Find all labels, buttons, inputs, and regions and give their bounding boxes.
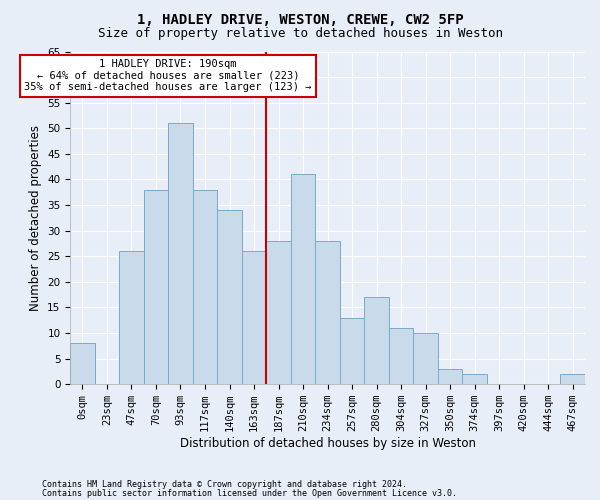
Bar — [364, 297, 389, 384]
Bar — [217, 210, 242, 384]
Bar — [463, 374, 487, 384]
Text: 1 HADLEY DRIVE: 190sqm
← 64% of detached houses are smaller (223)
35% of semi-de: 1 HADLEY DRIVE: 190sqm ← 64% of detached… — [25, 59, 312, 92]
Bar — [266, 241, 291, 384]
Bar — [291, 174, 316, 384]
Y-axis label: Number of detached properties: Number of detached properties — [29, 125, 41, 311]
Bar — [70, 344, 95, 384]
Bar — [438, 369, 463, 384]
Bar — [316, 241, 340, 384]
Text: Size of property relative to detached houses in Weston: Size of property relative to detached ho… — [97, 28, 503, 40]
Bar — [193, 190, 217, 384]
Bar — [560, 374, 585, 384]
X-axis label: Distribution of detached houses by size in Weston: Distribution of detached houses by size … — [179, 437, 476, 450]
Bar — [413, 333, 438, 384]
Text: Contains public sector information licensed under the Open Government Licence v3: Contains public sector information licen… — [42, 489, 457, 498]
Bar — [389, 328, 413, 384]
Text: Contains HM Land Registry data © Crown copyright and database right 2024.: Contains HM Land Registry data © Crown c… — [42, 480, 407, 489]
Bar — [340, 318, 364, 384]
Bar — [168, 123, 193, 384]
Text: 1, HADLEY DRIVE, WESTON, CREWE, CW2 5FP: 1, HADLEY DRIVE, WESTON, CREWE, CW2 5FP — [137, 12, 463, 26]
Bar — [119, 251, 144, 384]
Bar — [242, 251, 266, 384]
Bar — [144, 190, 168, 384]
